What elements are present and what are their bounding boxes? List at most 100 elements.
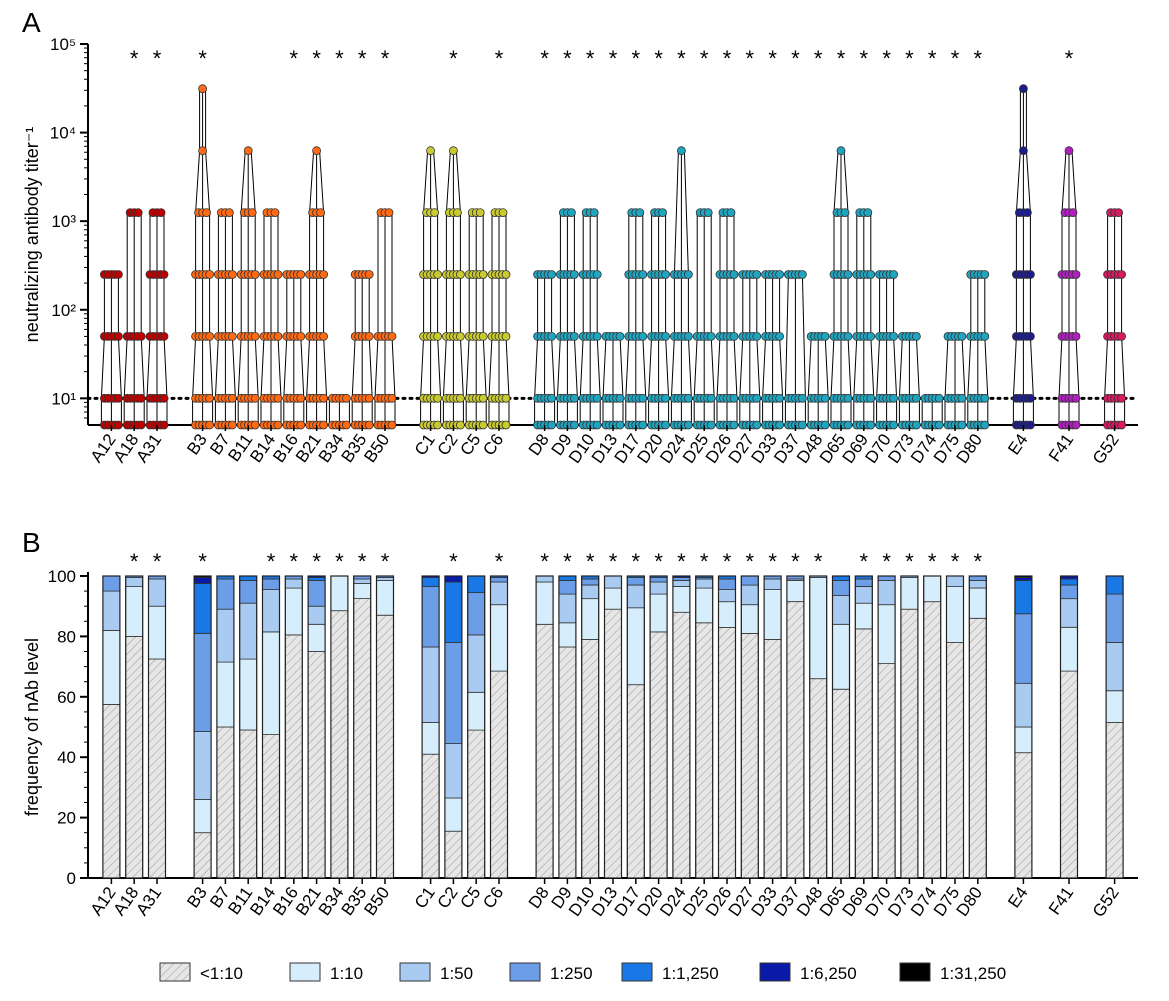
data-point	[1019, 146, 1028, 156]
x-category-label-b: C1	[411, 883, 439, 912]
data-point	[227, 420, 237, 430]
data-point	[159, 393, 169, 403]
group-B35	[350, 270, 374, 430]
data-point	[638, 393, 648, 403]
significance-star-b: *	[974, 549, 983, 574]
data-point	[250, 393, 260, 403]
legend-label: 1:250	[550, 964, 593, 983]
data-point	[1023, 208, 1032, 218]
significance-star-a: *	[905, 46, 914, 71]
bar-segment	[900, 608, 919, 879]
violin-outline	[420, 150, 442, 426]
bar-segment	[1014, 726, 1033, 754]
data-point	[547, 393, 556, 403]
group-C1	[419, 146, 443, 430]
data-point	[247, 208, 257, 218]
bar-E4	[1014, 575, 1033, 879]
bar-segment	[535, 581, 554, 625]
data-point	[547, 420, 556, 430]
bar-segment	[626, 684, 645, 879]
bar-segment	[581, 584, 600, 600]
bar-segment	[444, 575, 463, 583]
data-point	[498, 208, 508, 218]
group-D48	[806, 331, 830, 430]
bar-B11	[239, 575, 258, 879]
data-point	[1026, 270, 1035, 279]
y-tick-label-b: 60	[57, 688, 76, 707]
data-point	[319, 331, 329, 341]
data-point	[798, 270, 807, 279]
bar-A18	[125, 575, 144, 879]
x-category-label-b: D80	[953, 883, 986, 919]
group-B50	[373, 208, 397, 430]
significance-star-b: *	[586, 549, 595, 574]
bar-segment	[444, 743, 463, 799]
data-point	[296, 393, 306, 403]
data-point	[775, 270, 784, 279]
bar-D80	[968, 575, 987, 879]
bar-segment	[877, 604, 896, 665]
data-point	[661, 331, 670, 341]
significance-star-a: *	[130, 46, 139, 71]
group-D10	[578, 208, 602, 430]
significance-star-a: *	[768, 46, 777, 71]
y-tick-label-a: 10²	[51, 301, 76, 320]
bar-segment	[832, 595, 850, 625]
data-point	[273, 270, 283, 279]
significance-star-b: *	[723, 549, 732, 574]
data-point	[957, 393, 967, 403]
bar-segment	[1060, 584, 1078, 600]
bar-B34	[330, 575, 349, 879]
data-point	[752, 270, 762, 279]
data-point	[250, 420, 260, 430]
significance-star-b: *	[654, 549, 663, 574]
group-D13	[601, 331, 625, 430]
data-point	[729, 393, 739, 403]
x-category-label-a: C6	[479, 430, 507, 459]
data-point	[980, 270, 990, 279]
data-point	[677, 146, 686, 156]
significance-star-b: *	[381, 549, 390, 574]
bar-segment	[626, 607, 645, 686]
group-D69	[852, 208, 876, 430]
data-point	[726, 208, 736, 218]
bar-D70	[877, 575, 896, 879]
data-point	[684, 393, 693, 403]
bar-B3	[193, 575, 212, 879]
data-point	[250, 331, 260, 341]
data-point	[684, 270, 693, 279]
bar-segment	[239, 580, 258, 604]
data-point	[684, 331, 693, 341]
data-point	[114, 420, 123, 430]
group-A12	[100, 270, 123, 430]
bar-segment	[1014, 580, 1033, 615]
data-point	[866, 331, 876, 341]
data-point	[455, 420, 465, 430]
bar-segment	[626, 584, 645, 609]
y-tick-label-a: 10¹	[51, 389, 76, 408]
bar-D75	[945, 575, 965, 879]
bar-segment	[854, 602, 873, 630]
violin-outline	[442, 150, 464, 426]
data-point	[934, 420, 944, 430]
y-tick-label-a: 10³	[51, 212, 76, 231]
bar-D48	[809, 575, 828, 879]
legend-label: 1:1,250	[662, 964, 719, 983]
significance-star-b: *	[791, 549, 800, 574]
bar-segment	[649, 581, 668, 595]
bar-segment	[330, 610, 349, 879]
data-point	[136, 420, 146, 430]
data-point	[114, 270, 123, 279]
bar-segment	[239, 729, 258, 879]
data-point	[658, 208, 667, 218]
bar-segment	[832, 688, 850, 879]
data-point	[136, 393, 146, 403]
bar-segment	[763, 589, 782, 640]
x-category-label-b: C2	[434, 883, 462, 912]
bar-segment	[740, 604, 759, 634]
violin-outline	[830, 150, 852, 426]
data-point	[364, 331, 374, 341]
bar-segment	[307, 577, 326, 581]
significance-star-b: *	[130, 549, 139, 574]
data-point	[752, 331, 762, 341]
